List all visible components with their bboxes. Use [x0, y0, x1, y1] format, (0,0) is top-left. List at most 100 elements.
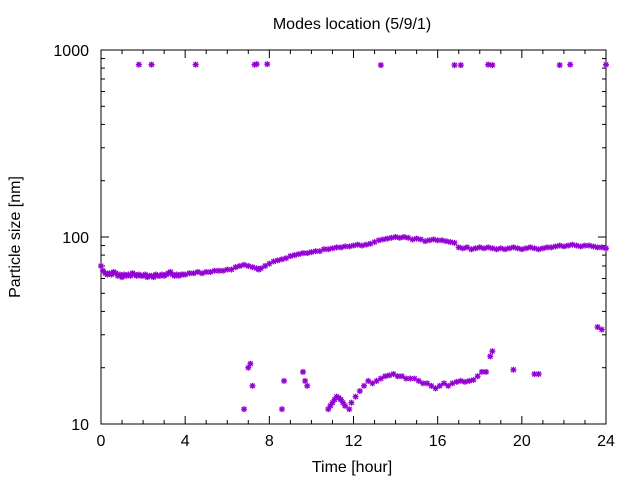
data-point: [510, 244, 517, 251]
data-point: [489, 348, 496, 355]
data-point: [287, 253, 294, 260]
data-point: [352, 393, 359, 400]
data-point: [373, 377, 380, 384]
data-point: [321, 246, 328, 253]
data-point: [573, 242, 580, 249]
x-axis-label: Time [hour]: [312, 459, 392, 476]
data-point: [377, 375, 384, 382]
x-tick-label: 20: [513, 433, 531, 450]
data-point: [249, 264, 256, 271]
data-point: [264, 61, 271, 68]
y-axis: 10 100 1000: [53, 43, 606, 434]
data-point: [361, 382, 368, 389]
data-point: [430, 236, 437, 243]
plot-frame: [100, 49, 607, 425]
data-point: [224, 266, 231, 273]
data-point: [470, 376, 477, 383]
data-point: [419, 380, 426, 387]
data-point: [308, 249, 315, 256]
data-point: [426, 237, 433, 244]
data-point: [228, 266, 235, 273]
data-point: [401, 234, 407, 240]
data-point: [453, 378, 460, 385]
data-point: [455, 244, 462, 251]
data-point: [497, 245, 504, 252]
data-point: [236, 262, 243, 269]
data-point: [472, 245, 479, 252]
data-point: [291, 252, 298, 259]
x-tick-label: 12: [345, 433, 363, 450]
data-point: [342, 243, 349, 250]
data-point: [192, 61, 199, 68]
data-point: [489, 245, 496, 252]
x-tick-label: 16: [429, 433, 447, 450]
data-point: [379, 236, 386, 243]
data-point: [247, 360, 254, 367]
data-point: [375, 237, 382, 244]
data-point: [300, 368, 306, 375]
data-point: [241, 406, 248, 413]
data-point: [325, 246, 332, 253]
data-point: [510, 366, 517, 373]
data-point: [502, 246, 508, 253]
data-point: [506, 245, 513, 252]
data-point: [598, 244, 605, 251]
data-point: [270, 258, 277, 265]
data-point: [356, 388, 363, 395]
data-point: [295, 251, 302, 258]
data-point: [487, 353, 494, 360]
data-point: [388, 234, 395, 241]
data-point: [590, 243, 597, 250]
data-point: [445, 382, 452, 389]
data-point: [148, 61, 155, 68]
data-point: [468, 246, 475, 253]
data-point: [302, 377, 309, 384]
data-point: [312, 248, 319, 255]
x-tick-label: 24: [597, 433, 615, 450]
data-point: [249, 382, 256, 389]
data-point: [480, 245, 487, 252]
data-point: [466, 377, 473, 384]
data-point: [474, 373, 481, 380]
data-point: [278, 256, 285, 263]
data-point: [384, 235, 391, 242]
data-point: [598, 326, 605, 333]
data-point: [457, 62, 464, 69]
data-point: [440, 380, 447, 387]
data-point: [411, 375, 418, 382]
data-point: [346, 406, 353, 413]
x-tick-label: 8: [265, 433, 274, 450]
data-point: [98, 262, 104, 269]
data-point: [409, 236, 416, 243]
data-point: [603, 245, 609, 252]
data-point: [257, 265, 264, 272]
chart-title: Modes location (5/9/1): [273, 16, 431, 33]
data-point: [514, 245, 521, 252]
data-point: [556, 62, 563, 69]
y-tick-label: 10: [71, 417, 89, 434]
data-point: [483, 368, 490, 375]
data-point: [436, 382, 443, 389]
data-point: [304, 250, 311, 257]
data-point: [535, 371, 542, 378]
data-point: [489, 62, 496, 69]
data-point: [417, 236, 424, 243]
data-point: [603, 61, 609, 68]
data-points: [98, 61, 609, 413]
data-point: [459, 245, 466, 252]
data-point: [278, 406, 285, 413]
data-point: [548, 244, 555, 251]
data-point: [329, 245, 336, 252]
data-point: [451, 62, 458, 69]
y-tick-label: 100: [62, 230, 89, 247]
data-point: [369, 380, 376, 387]
data-point: [539, 245, 546, 252]
data-point: [518, 246, 525, 253]
data-point: [253, 61, 260, 68]
data-point: [245, 262, 252, 269]
data-point: [266, 260, 273, 267]
data-point: [424, 380, 431, 387]
data-point: [396, 234, 403, 241]
data-point: [413, 235, 420, 242]
